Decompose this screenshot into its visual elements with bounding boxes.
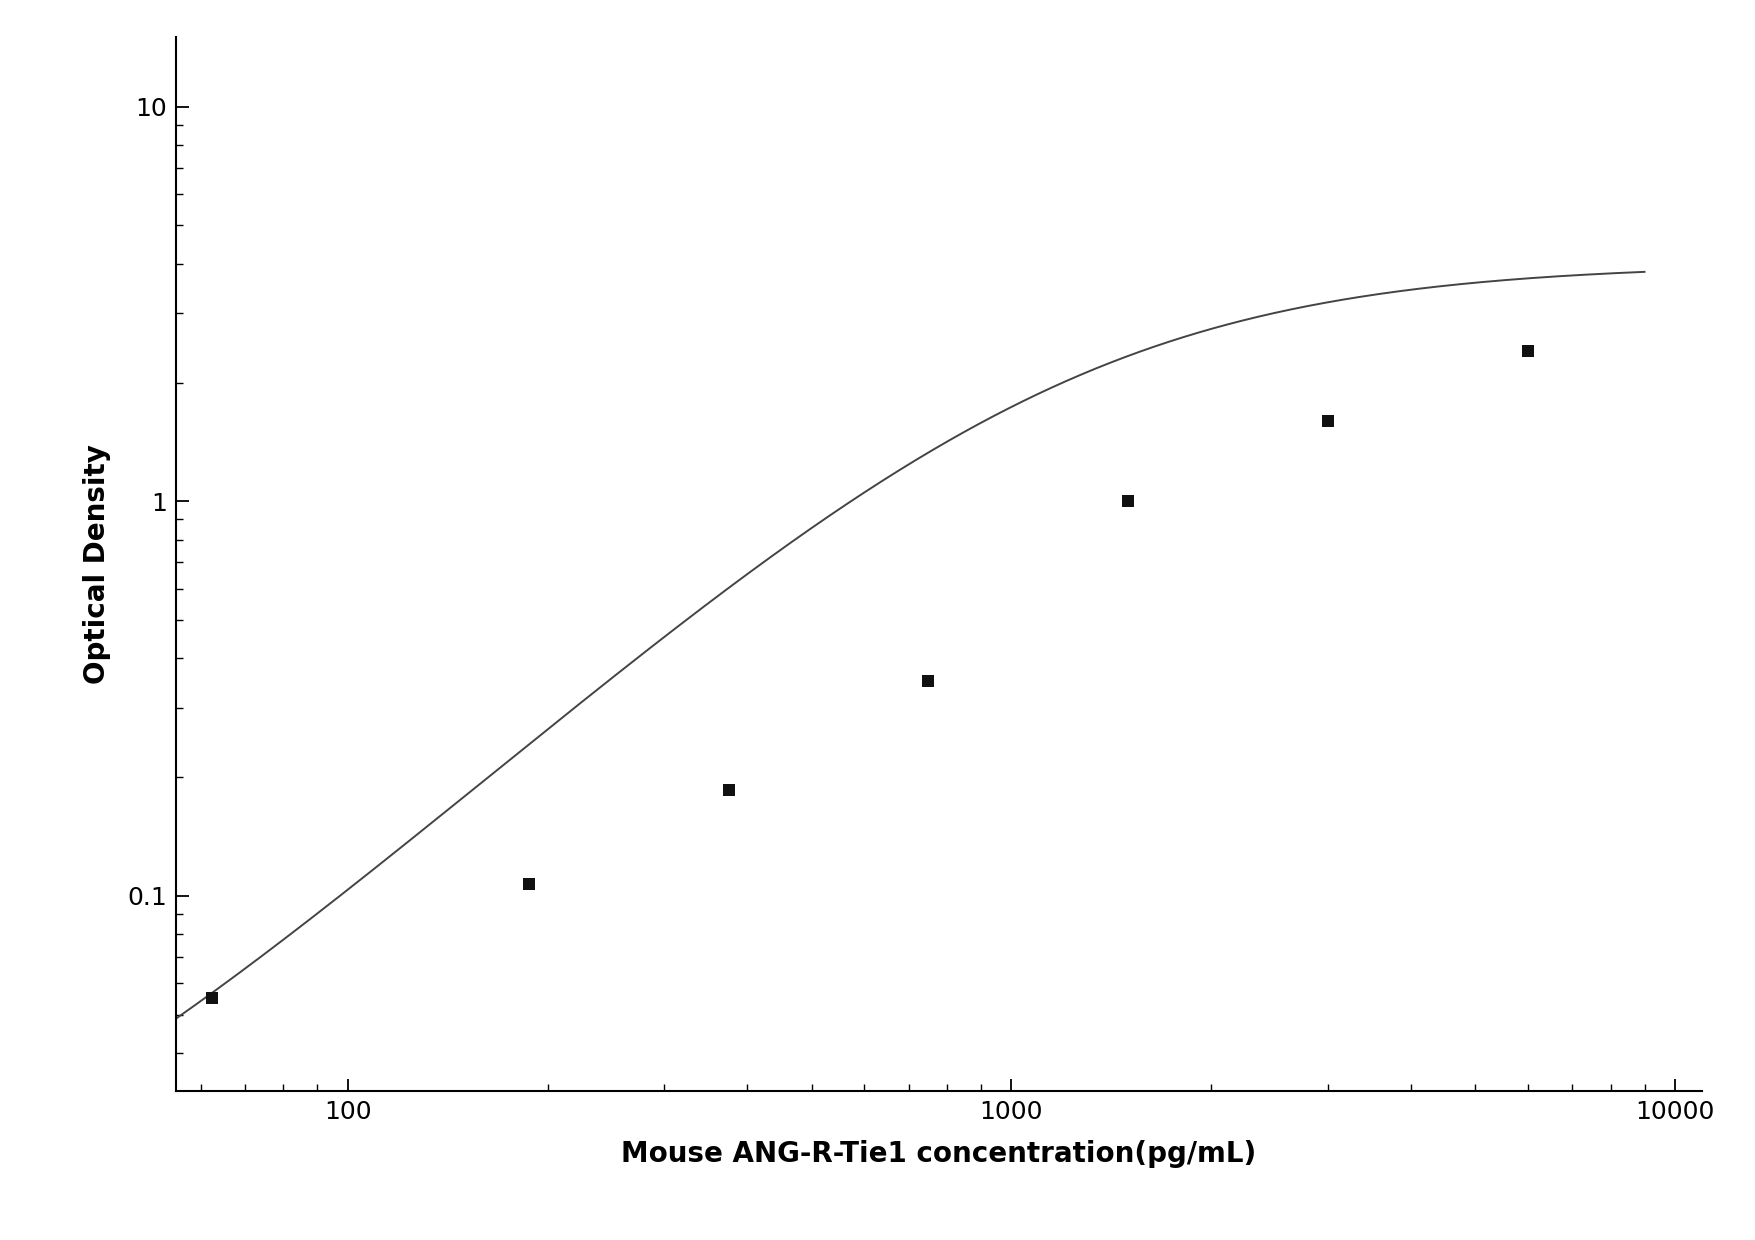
Point xyxy=(1513,341,1541,361)
Point xyxy=(914,671,942,691)
Point xyxy=(714,780,742,800)
Point xyxy=(1314,410,1343,430)
Point xyxy=(1114,491,1143,511)
X-axis label: Mouse ANG-R-Tie1 concentration(pg/mL): Mouse ANG-R-Tie1 concentration(pg/mL) xyxy=(621,1141,1257,1168)
Point xyxy=(198,988,226,1008)
Y-axis label: Optical Density: Optical Density xyxy=(82,444,111,684)
Point xyxy=(514,874,542,894)
